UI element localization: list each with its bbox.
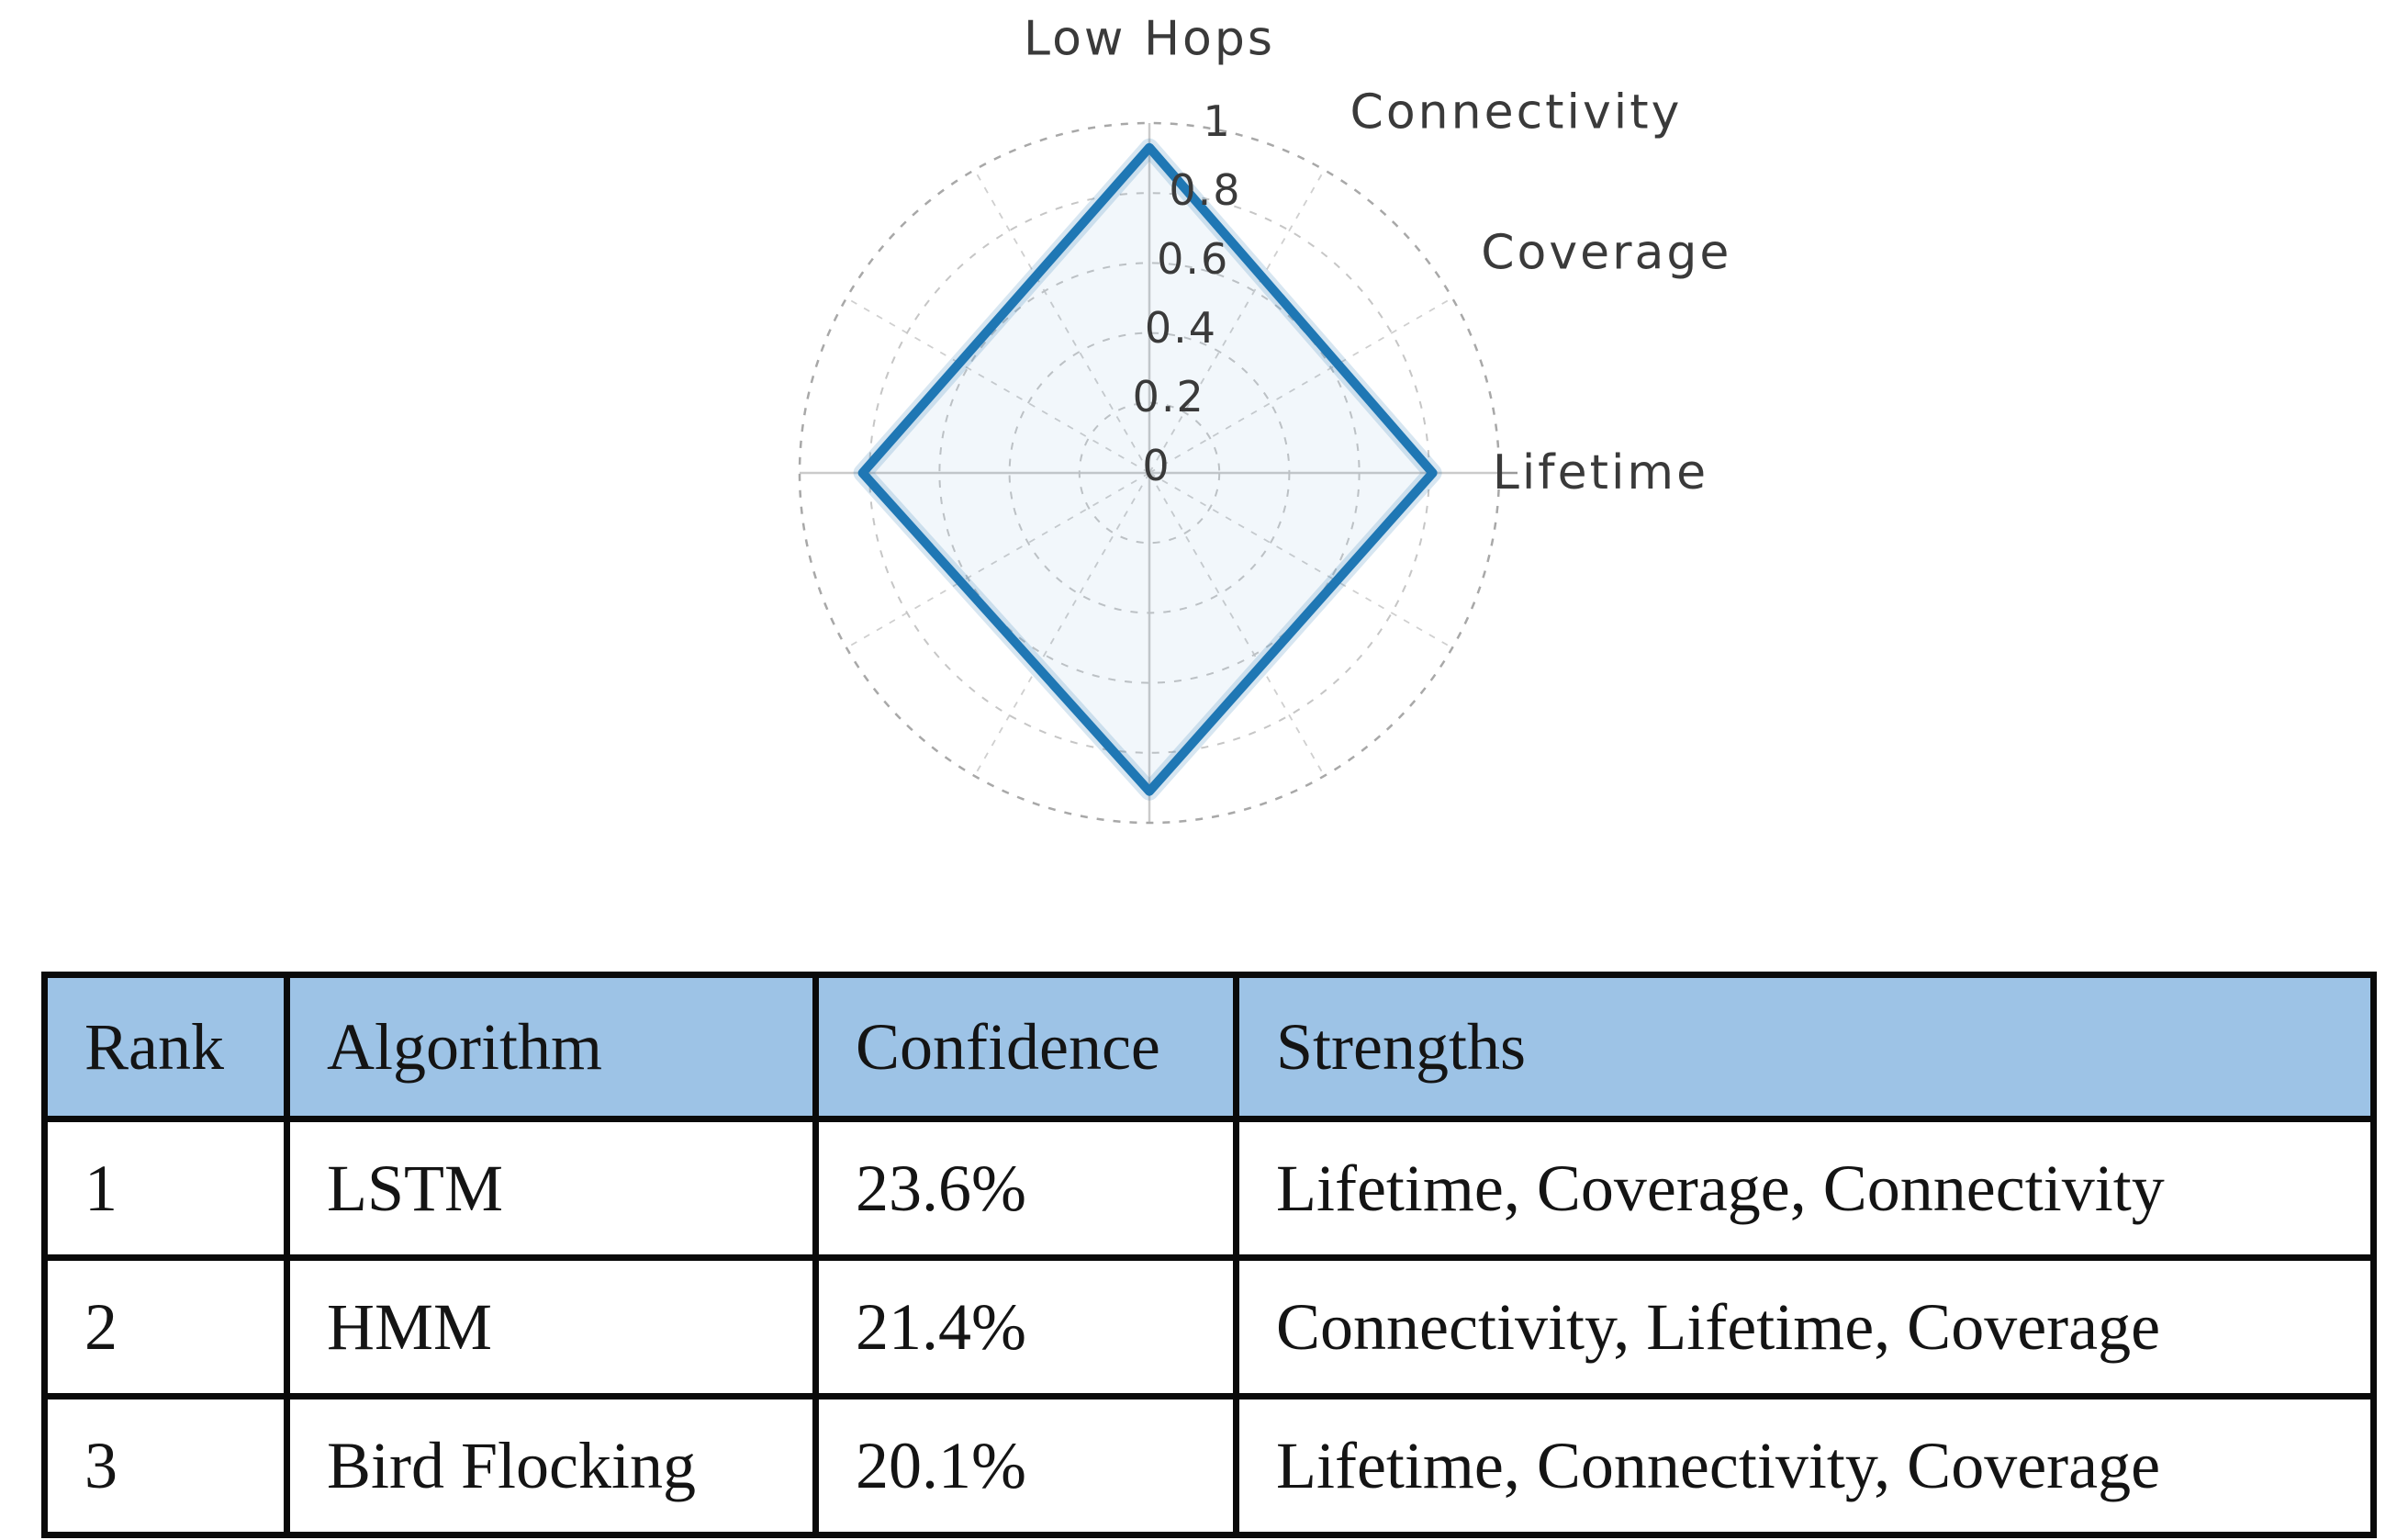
radar-r-tick-label: 0.6	[1157, 234, 1229, 284]
radar-axis-label: Connectivity	[1350, 84, 1683, 140]
radar-axis-label: Low Hops	[1024, 12, 1275, 67]
cell-strengths: Lifetime, Coverage, Connectivity	[1233, 1116, 2377, 1261]
cell-algorithm: Bird Flocking	[284, 1393, 819, 1538]
radar-r-tick-label: 0.4	[1145, 303, 1217, 353]
radar-axis-label: Coverage	[1481, 225, 1731, 280]
cell-algorithm: LSTM	[284, 1116, 819, 1261]
cell-confidence: 21.4%	[812, 1254, 1239, 1399]
col-header-algorithm: Algorithm	[284, 972, 819, 1122]
table-header-row: Rank Algorithm Confidence Strengths	[41, 972, 2377, 1122]
radar-axis-label: Lifetime	[1493, 445, 1708, 500]
col-header-rank: Rank	[41, 972, 290, 1122]
cell-confidence: 20.1%	[812, 1393, 1239, 1538]
radar-r-tick-label: 1	[1204, 96, 1232, 146]
cell-rank: 1	[41, 1116, 290, 1261]
radar-r-tick-label: 0.8	[1169, 165, 1241, 215]
table-row: 3 Bird Flocking 20.1% Lifetime, Connecti…	[41, 1393, 2377, 1538]
radar-r-tick-label: 0.2	[1133, 372, 1205, 422]
cell-strengths: Lifetime, Connectivity, Coverage	[1233, 1393, 2377, 1538]
table-row: 1 LSTM 23.6% Lifetime, Coverage, Connect…	[41, 1116, 2377, 1261]
cell-strengths: Connectivity, Lifetime, Coverage	[1233, 1254, 2377, 1399]
cell-rank: 2	[41, 1254, 290, 1399]
cell-confidence: 23.6%	[812, 1116, 1239, 1261]
radar-polygon	[857, 142, 1438, 796]
radar-grid-ring	[1078, 401, 1221, 545]
algorithm-ranking-table: Rank Algorithm Confidence Strengths 1 LS…	[41, 972, 2377, 1538]
table-row: 2 HMM 21.4% Connectivity, Lifetime, Cove…	[41, 1254, 2377, 1399]
col-header-strengths: Strengths	[1233, 972, 2377, 1122]
cell-algorithm: HMM	[284, 1254, 819, 1399]
radar-r-tick-label: 0	[1142, 441, 1170, 490]
cell-rank: 3	[41, 1393, 290, 1538]
radar-chart: 0 0.2 0.4 0.6 0.8 1 Low Hops Connectivity Covera…	[798, 12, 1731, 825]
radar-grid-ring	[1008, 332, 1291, 614]
col-header-confidence: Confidence	[812, 972, 1239, 1122]
